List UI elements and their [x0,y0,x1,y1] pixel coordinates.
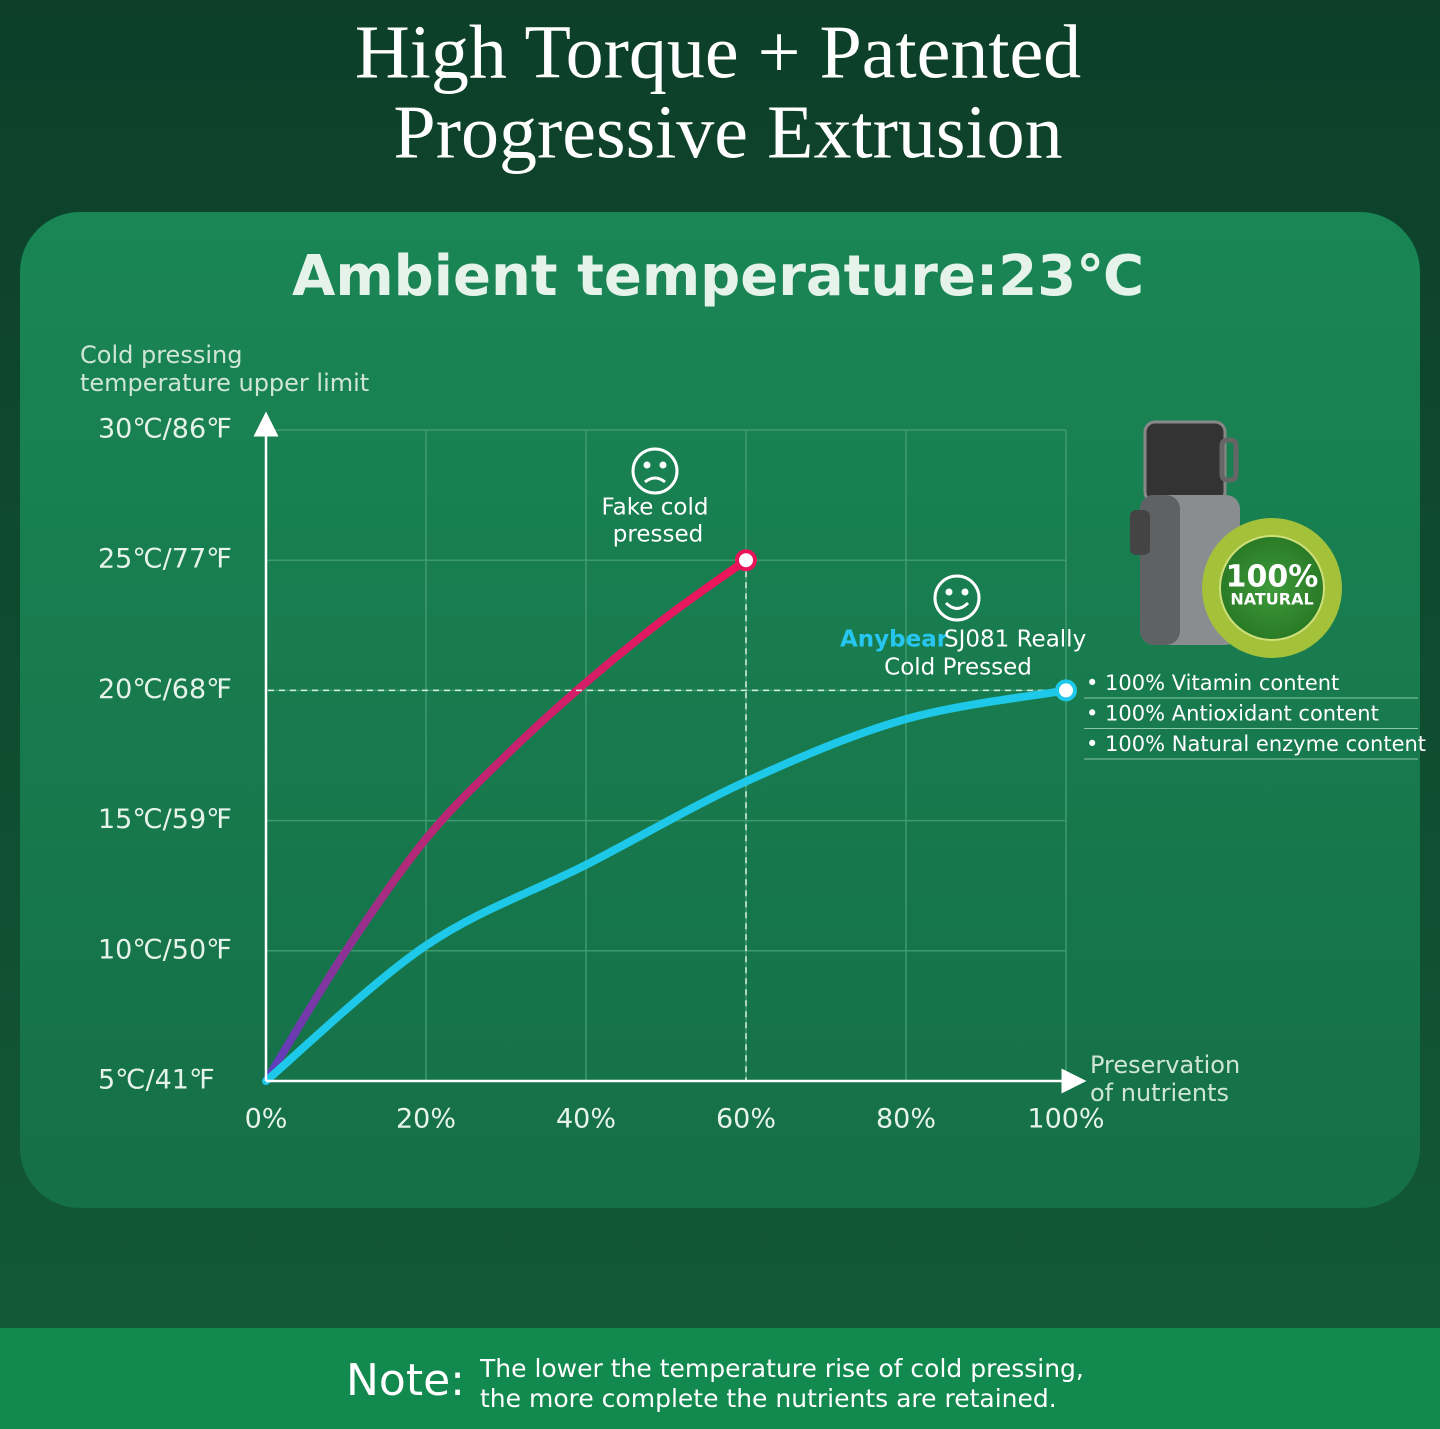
annotation: Cold Pressed [884,655,1032,681]
card [20,212,1420,1208]
title: Progressive Extrusion [393,90,1062,174]
brand: Anybear [840,627,949,653]
series-line [262,556,750,1085]
benefit: • 100% Natural enzyme content [1086,732,1426,756]
x-tick-label: 60% [716,1104,776,1135]
x-axis-label: of nutrients [1090,1079,1229,1107]
x-tick-label: 20% [396,1104,456,1135]
x-tick-label: 80% [876,1104,936,1135]
x-tick-label: 0% [245,1104,288,1135]
note-text: the more complete the nutrients are reta… [480,1384,1057,1413]
y-tick-label: 20℃/68℉ [98,674,232,705]
subtitle: Ambient temperature:23℃ [292,244,1144,309]
y-tick-label: 25℃/77℉ [98,544,232,575]
end-point [1055,679,1077,702]
annotation: SJ081 Really [944,627,1086,653]
note-text: The lower the temperature rise of cold p… [479,1354,1084,1383]
badge-text: 100% [1226,560,1319,595]
happy-face [933,574,981,622]
note-label: Note: [346,1355,465,1406]
end-point [735,549,757,572]
product-image [1130,420,1240,645]
note-bar [0,1328,1440,1429]
y-tick-label: 10℃/50℉ [98,934,232,965]
annotation: pressed [613,522,703,548]
badge-text: NATURAL [1230,590,1313,609]
series-line [262,686,1070,1085]
x-tick-label: 40% [556,1104,616,1135]
y-tick-label: 30℃/86℉ [98,414,232,445]
y-tick-label: 15℃/59℉ [98,804,232,835]
title: High Torque + Patented [355,10,1081,94]
y-tick-label: 5℃/41℉ [98,1065,215,1096]
benefit: • 100% Vitamin content [1086,671,1339,695]
sad-face [631,447,679,495]
x-tick-label: 100% [1027,1104,1104,1135]
benefits: • 100% Vitamin content • 100% Antioxidant… [1084,671,1426,760]
benefit: • 100% Antioxidant content [1086,702,1379,726]
y-axis-label: Cold pressing [80,341,242,369]
badge-inner [1219,535,1325,641]
y-axis-label: temperature upper limit [80,369,369,397]
annotation: Fake cold [602,495,709,521]
x-axis-label: Preservation [1090,1051,1240,1079]
